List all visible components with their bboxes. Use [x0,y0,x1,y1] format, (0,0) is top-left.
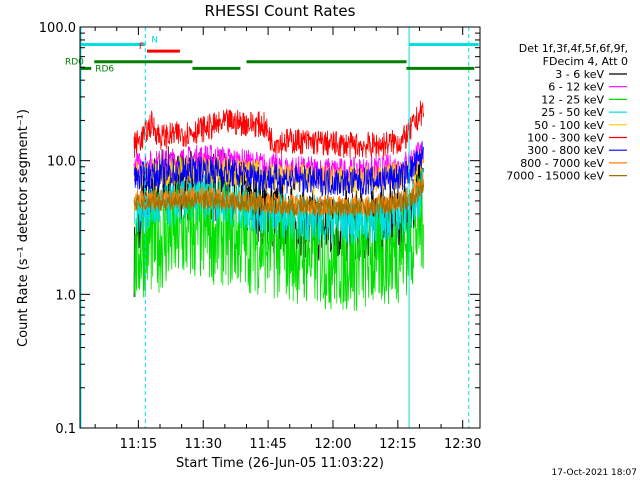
x-tick-label-2: 11:45 [249,437,286,452]
legend-header-0: Det 1f,3f,4f,5f,6f,9f, [519,42,628,55]
y-axis-label: Count Rate (s⁻¹ detector segment⁻¹) [16,109,31,347]
data-series-layer [133,100,424,311]
legend-entry-0: 3 - 6 keV [555,68,604,81]
series-line-8 [133,179,424,218]
legend-entry-2: 12 - 25 keV [541,93,604,106]
legend-entry-3: 25 - 50 keV [541,106,604,119]
legend-entry-8: 7000 - 15000 keV [506,170,604,183]
flag-bar-label-5: RD6 [95,64,114,74]
legend-header-1: FDecim 4, Att 0 [543,55,628,68]
series-line-6 [133,141,424,198]
y-tick-label-0: 0.1 [55,422,76,437]
x-axis-label: Start Time (26-Jun-05 11:03:22) [176,456,384,471]
legend: Det 1f,3f,4f,5f,6f,9f,FDecim 4, Att 03 -… [506,42,628,183]
y-tick-label-1: 1.0 [55,288,76,303]
x-tick-label-4: 12:15 [379,437,416,452]
x-axis: 11:15 11:30 11:45 12:00 12:15 12:30 [94,27,481,452]
flag-bar-label-2: F [139,42,144,52]
flag-bars-layer: NF RD0 RD6 [65,35,479,74]
flag-bar-label-3: RD0 [65,58,84,68]
y-tick-label-2: 10.0 [47,155,76,170]
series-line-5 [133,100,424,159]
chart-title: RHESSI Count Rates [205,2,356,20]
legend-entry-4: 50 - 100 keV [534,119,604,132]
legend-entry-5: 100 - 300 keV [527,132,604,145]
legend-entry-7: 800 - 7000 keV [520,157,604,170]
footnote-timestamp: 17-Oct-2021 18:07 [552,468,637,478]
plot-frame [79,26,481,429]
x-tick-label-5: 12:30 [444,437,481,452]
x-tick-label-3: 12:00 [314,437,351,452]
y-tick-label-3: 100.0 [39,21,76,36]
legend-entry-1: 6 - 12 keV [548,81,604,94]
flag-bar-label-0: N [151,35,158,45]
x-tick-label-1: 11:30 [185,437,222,452]
y-axis: 0.1 1.0 10.0 100.0 [39,21,480,437]
marker-lines-layer [80,27,470,428]
x-tick-label-0: 11:15 [120,437,157,452]
legend-entry-6: 300 - 800 keV [527,144,604,157]
